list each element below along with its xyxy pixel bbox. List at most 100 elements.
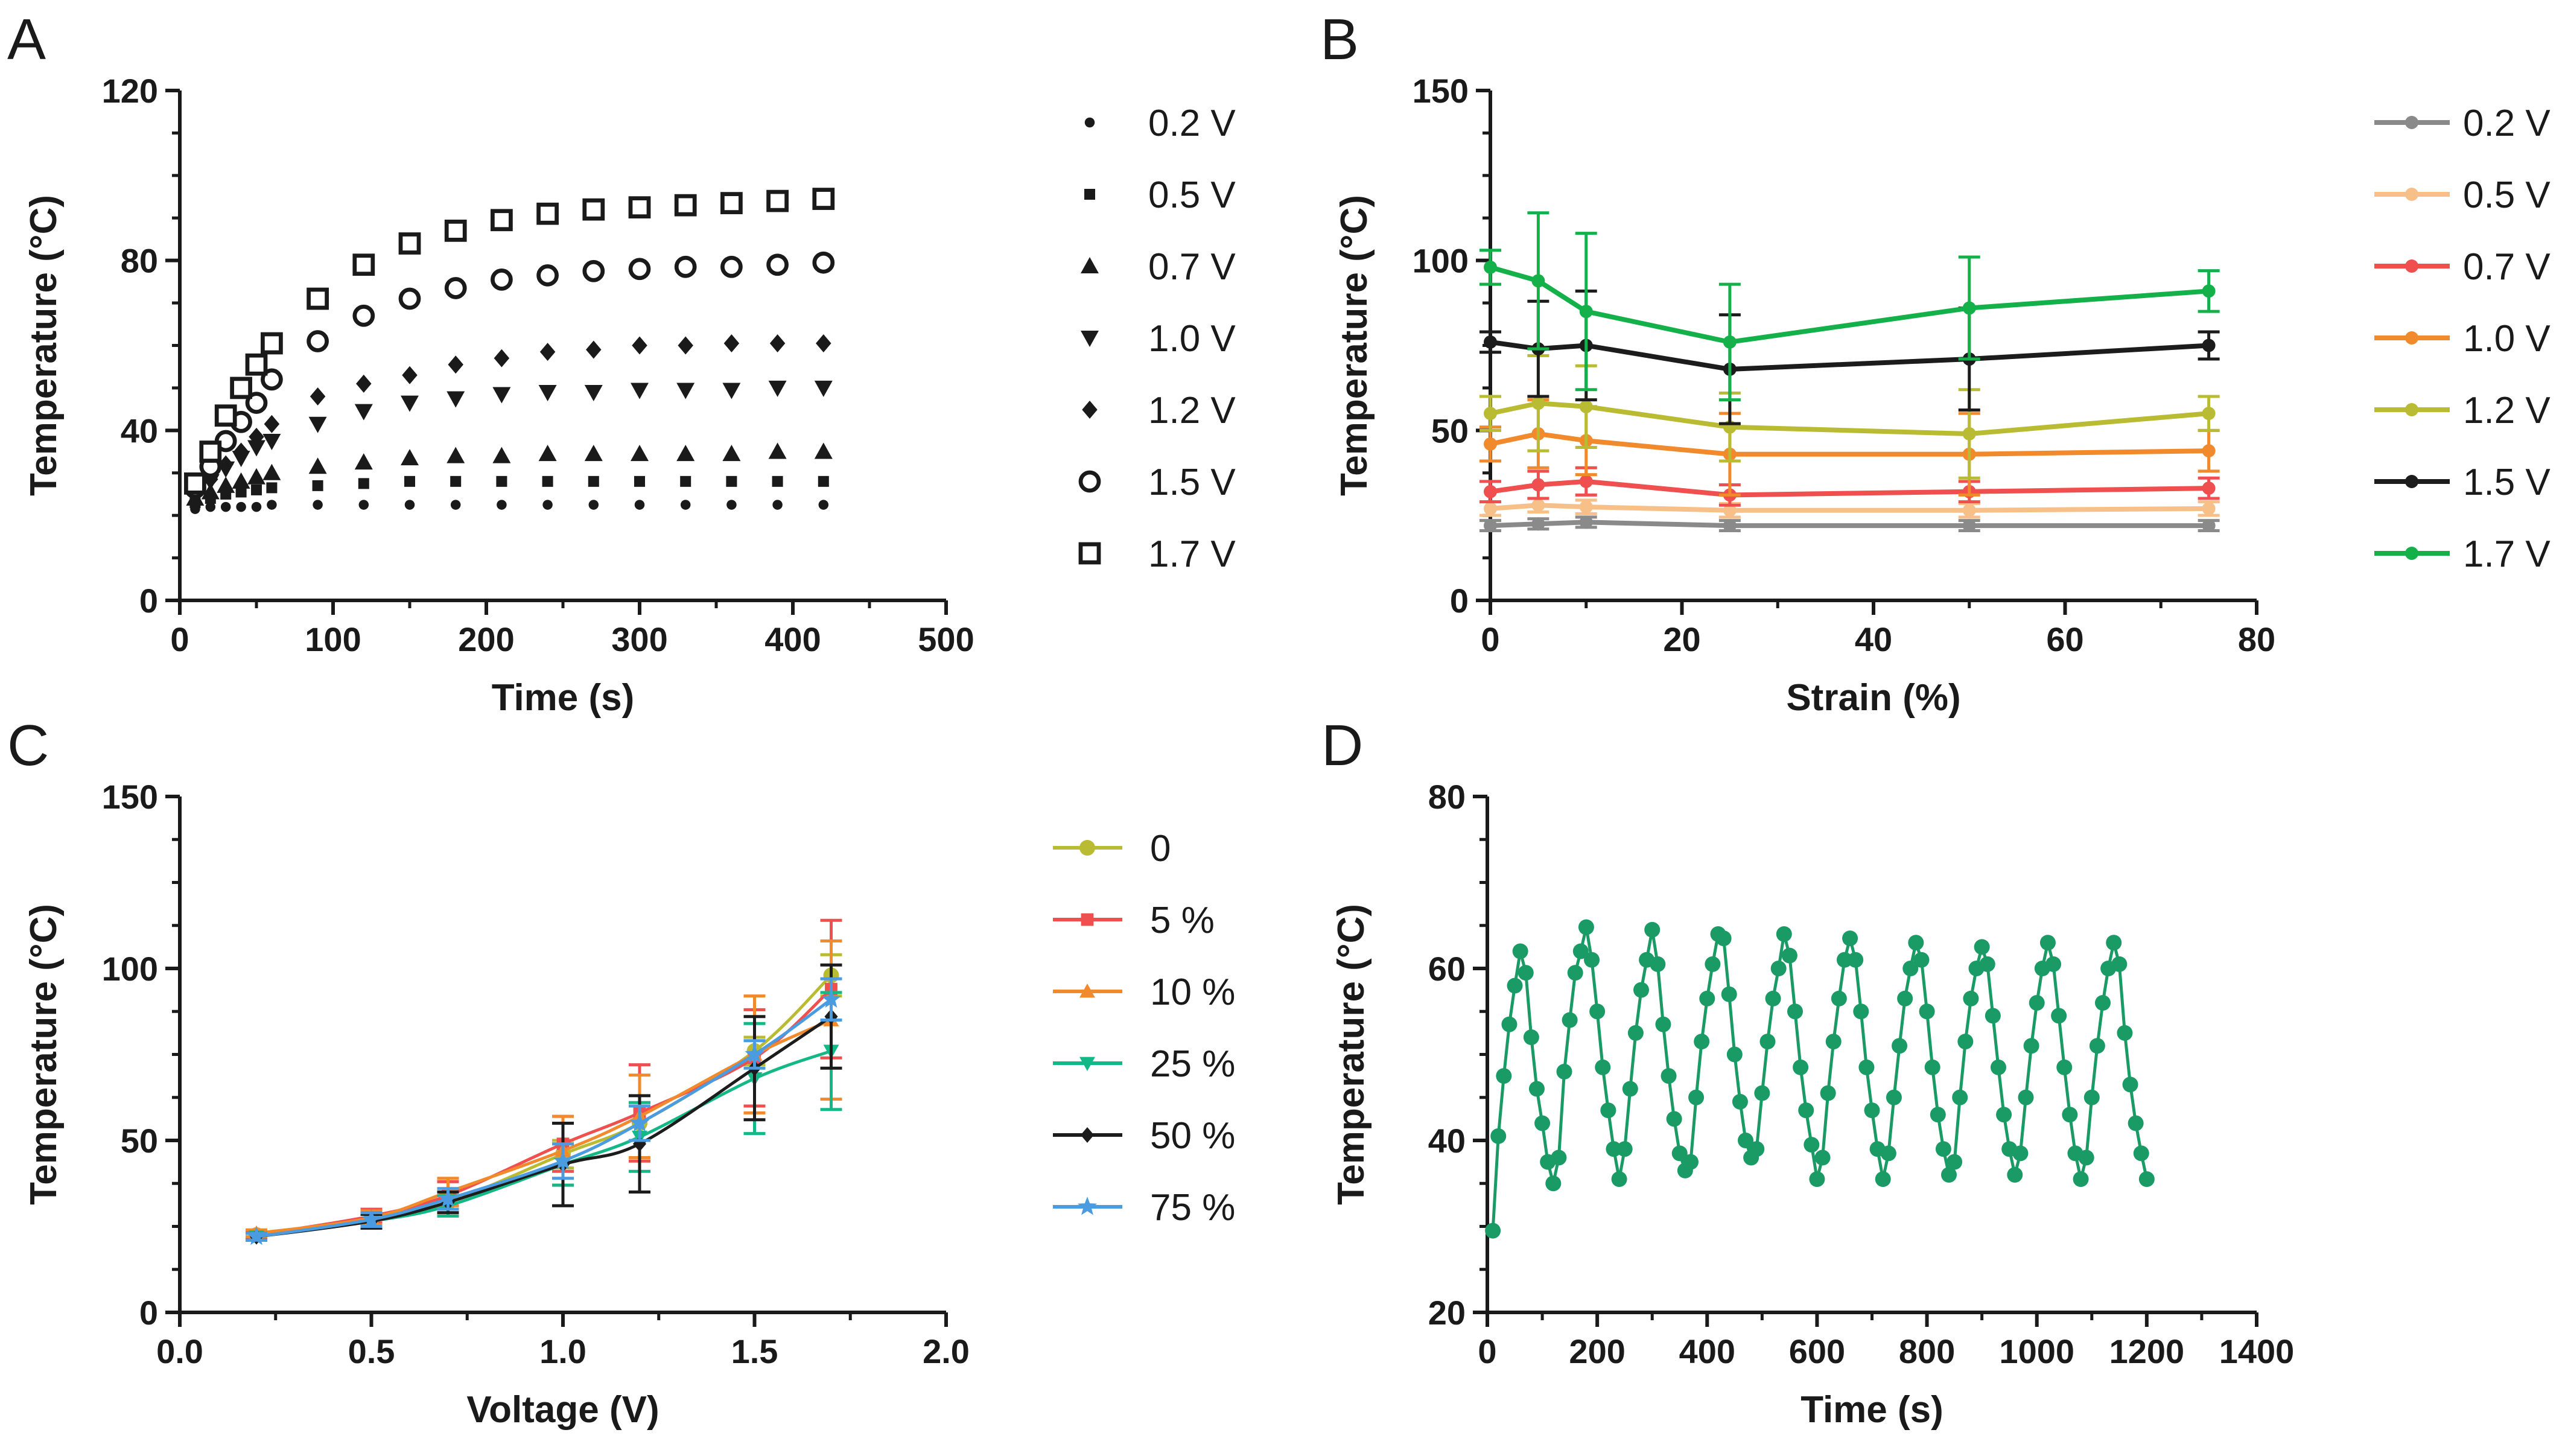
series-1.7-V — [184, 188, 835, 495]
data-point — [1913, 952, 1930, 968]
data-point — [1732, 1093, 1748, 1110]
data-point — [2202, 519, 2216, 533]
data-point — [1902, 961, 1919, 976]
data-point — [235, 486, 247, 498]
data-point — [1962, 503, 1976, 517]
data-point — [720, 255, 743, 278]
data-point — [1892, 1038, 1908, 1054]
data-point — [354, 453, 373, 470]
data-point — [1759, 1034, 1776, 1050]
data-point — [631, 445, 649, 462]
legend-marker — [1081, 913, 1094, 926]
series-0.7-V — [1479, 466, 2220, 507]
x-tick-label: 600 — [1789, 1332, 1845, 1370]
data-point — [816, 334, 831, 352]
data-point — [1853, 1003, 1869, 1020]
data-point — [1545, 1175, 1562, 1192]
data-point — [398, 232, 421, 255]
data-point — [1507, 978, 1523, 994]
y-tick-label: 80 — [1428, 778, 1466, 816]
series-line — [1490, 520, 2209, 529]
panel-label: C — [7, 713, 49, 778]
y-tick-label: 80 — [121, 242, 158, 280]
x-tick-label: 200 — [1569, 1332, 1625, 1370]
data-point — [1633, 982, 1649, 998]
data-point — [1699, 990, 1715, 1006]
legend-marker — [1081, 331, 1099, 347]
data-point — [402, 366, 418, 384]
data-point — [361, 1209, 381, 1228]
panel-label: A — [7, 7, 46, 72]
data-point — [1990, 1059, 2006, 1075]
data-point — [1484, 260, 1497, 274]
data-point — [184, 472, 206, 495]
series-0.5-V — [1479, 497, 2220, 519]
data-point — [1650, 956, 1666, 972]
data-point — [2062, 1107, 2078, 1123]
data-point — [1484, 335, 1497, 349]
y-tick-label: 40 — [1428, 1122, 1466, 1160]
data-point — [1962, 519, 1976, 533]
data-point — [812, 251, 835, 274]
data-point — [1661, 1068, 1677, 1084]
data-point — [245, 353, 268, 376]
data-point — [1842, 930, 1858, 947]
data-point — [1562, 1012, 1578, 1028]
data-point — [308, 416, 327, 433]
legend-marker — [1080, 1127, 1095, 1143]
data-point — [444, 220, 467, 242]
data-point — [1962, 301, 1976, 315]
data-point — [1523, 1029, 1539, 1045]
legend-marker — [2405, 188, 2418, 201]
data-point — [1484, 485, 1497, 498]
data-point — [1606, 1141, 1622, 1157]
x-tick-label: 1400 — [2219, 1332, 2295, 1370]
legend-label: 0.5 V — [2463, 174, 2551, 216]
series-curve — [256, 1015, 832, 1239]
data-point — [1770, 961, 1787, 976]
data-point — [1671, 1145, 1688, 1162]
data-point — [586, 340, 602, 359]
data-point — [1556, 1064, 1572, 1079]
data-point — [2202, 501, 2216, 515]
x-tick-label: 60 — [2046, 620, 2083, 658]
data-point — [214, 404, 237, 427]
y-tick-label: 50 — [1431, 412, 1469, 450]
y-axis-label: Temperature (°C) — [23, 195, 65, 496]
data-point — [2012, 1145, 2029, 1162]
data-point — [2023, 1038, 2039, 1054]
data-point — [401, 449, 419, 466]
data-point — [1655, 1016, 1671, 1032]
data-point — [247, 468, 265, 485]
data-point — [2202, 284, 2216, 298]
data-point — [1723, 519, 1737, 533]
data-point — [634, 500, 645, 510]
data-point — [676, 445, 695, 462]
legend-label: 50 % — [1150, 1115, 1235, 1157]
data-point — [1793, 1059, 1809, 1075]
data-point — [1947, 1154, 1963, 1170]
data-point — [812, 188, 835, 210]
data-point — [538, 445, 557, 462]
legend: 0.2 V 0.5 V 0.7 V 1.0 V 1.2 V 1.5 V 1.7 V — [2374, 103, 2551, 575]
data-point — [1831, 990, 1847, 1006]
series-10-pct — [246, 939, 842, 1240]
data-point — [1875, 1171, 1891, 1187]
legend-marker — [2405, 259, 2418, 273]
data-point — [1715, 930, 1732, 947]
legend-marker — [1079, 840, 1095, 856]
data-point — [726, 500, 737, 510]
y-tick-label: 100 — [1413, 242, 1469, 280]
data-point — [2039, 935, 2056, 951]
y-tick-label: 60 — [1428, 950, 1466, 988]
data-point — [1531, 517, 1545, 531]
data-point — [2106, 935, 2122, 951]
data-point — [496, 475, 507, 487]
data-point — [1781, 947, 1797, 964]
x-tick-label: 2.0 — [923, 1332, 970, 1370]
data-point — [1666, 1111, 1682, 1127]
data-point — [766, 253, 789, 276]
data-point — [247, 440, 265, 457]
data-point — [722, 383, 741, 399]
